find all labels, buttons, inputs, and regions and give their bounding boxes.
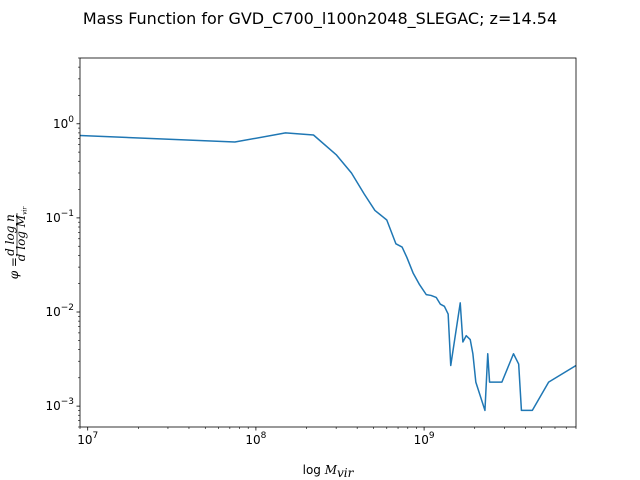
- series-line-0: [80, 132, 576, 412]
- y-axis-ticks: 10−3 10−2 10−1 100: [45, 57, 80, 428]
- y-tick-label: 100: [53, 115, 74, 131]
- x-tick-label: 107: [77, 431, 98, 447]
- chart-title: Mass Function for GVD_C700_l100n2048_SLE…: [83, 9, 557, 29]
- y-tick-label: 10−1: [45, 209, 74, 225]
- x-tick-label: 108: [245, 431, 266, 447]
- x-axis-label: log Mvir: [303, 463, 355, 480]
- x-tick-label: 109: [414, 431, 435, 447]
- y-tick-label: 10−3: [45, 397, 74, 413]
- svg-text:d log n: d log n: [3, 214, 17, 256]
- axes-frame: [79, 57, 577, 428]
- y-tick-label: 10−2: [45, 303, 74, 319]
- svg-text:φ =: φ =: [7, 257, 21, 279]
- x-axis-ticks: 107 108 109: [77, 427, 577, 447]
- y-axis-label: φ = d log n d log Mvir: [3, 206, 29, 280]
- plot-area: [80, 132, 576, 412]
- svg-text:d log Mvir: d log Mvir: [14, 206, 29, 262]
